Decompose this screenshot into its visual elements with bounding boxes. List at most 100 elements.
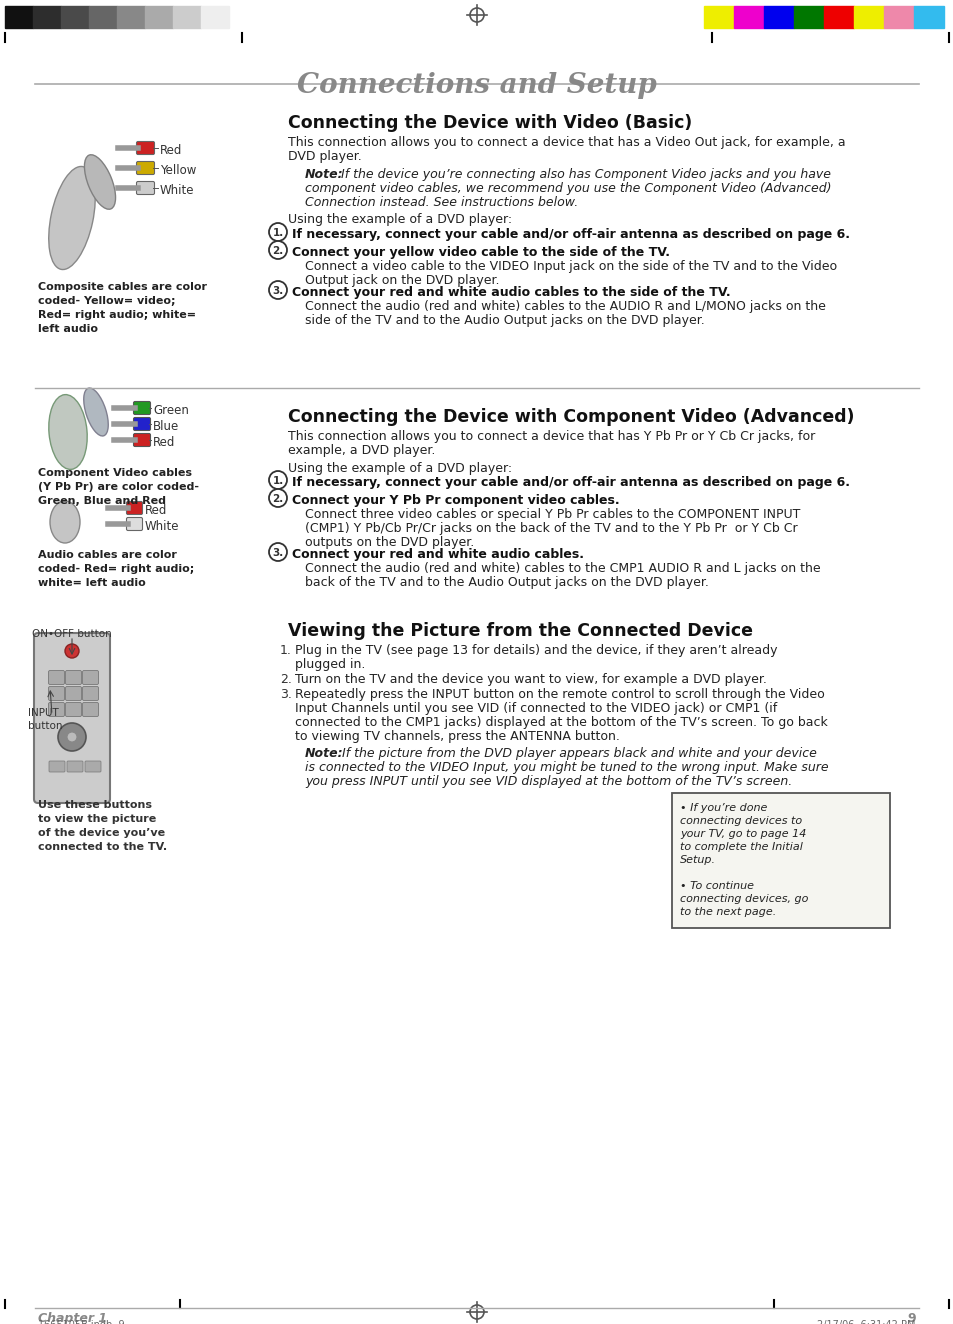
FancyBboxPatch shape <box>82 687 98 700</box>
Text: Connect the audio (red and white) cables to the AUDIO R and L/MONO jacks on the: Connect the audio (red and white) cables… <box>305 301 825 312</box>
Text: component video cables, we recommend you use the Component Video (Advanced): component video cables, we recommend you… <box>305 181 831 195</box>
Circle shape <box>67 732 77 741</box>
Ellipse shape <box>49 167 95 270</box>
FancyBboxPatch shape <box>66 670 81 685</box>
Text: to the next page.: to the next page. <box>679 907 776 918</box>
Text: If the device you’re connecting also has Component Video jacks and you have: If the device you’re connecting also has… <box>336 168 830 181</box>
Text: Red: Red <box>145 504 167 516</box>
Text: Connect your red and white audio cables.: Connect your red and white audio cables. <box>292 548 583 561</box>
Text: your TV, go to page 14: your TV, go to page 14 <box>679 829 805 839</box>
Bar <box>883 7 913 28</box>
Ellipse shape <box>85 155 115 209</box>
Bar <box>33 7 61 28</box>
Text: connected to the CMP1 jacks) displayed at the bottom of the TV’s screen. To go b: connected to the CMP1 jacks) displayed a… <box>294 716 827 730</box>
Text: White: White <box>145 520 179 534</box>
Text: Viewing the Picture from the Connected Device: Viewing the Picture from the Connected D… <box>288 622 752 639</box>
Text: Plug in the TV (see page 13 for details) and the device, if they aren’t already: Plug in the TV (see page 13 for details)… <box>294 643 777 657</box>
Text: 2.: 2. <box>273 494 283 504</box>
FancyBboxPatch shape <box>136 181 154 195</box>
Text: Red: Red <box>152 436 175 449</box>
Text: Connections and Setup: Connections and Setup <box>296 71 657 99</box>
Bar <box>89 7 117 28</box>
FancyBboxPatch shape <box>85 761 101 772</box>
Ellipse shape <box>84 388 108 436</box>
Text: Yellow: Yellow <box>160 164 196 177</box>
FancyBboxPatch shape <box>67 761 83 772</box>
Text: White: White <box>160 184 194 197</box>
Text: Audio cables are color
coded- Red= right audio;
white= left audio: Audio cables are color coded- Red= right… <box>38 549 194 588</box>
Bar <box>853 7 883 28</box>
Text: Connecting the Device with Component Video (Advanced): Connecting the Device with Component Vid… <box>288 408 854 426</box>
Text: 3.: 3. <box>273 548 283 557</box>
Text: example, a DVD player.: example, a DVD player. <box>288 444 435 457</box>
Text: Connecting the Device with Video (Basic): Connecting the Device with Video (Basic) <box>288 114 692 132</box>
Text: outputs on the DVD player.: outputs on the DVD player. <box>305 536 474 549</box>
Text: Output jack on the DVD player.: Output jack on the DVD player. <box>305 274 499 287</box>
Text: 1665105B.indb  9: 1665105B.indb 9 <box>38 1320 125 1324</box>
FancyBboxPatch shape <box>49 703 65 716</box>
FancyBboxPatch shape <box>133 417 151 430</box>
Bar <box>763 7 793 28</box>
Text: Setup.: Setup. <box>679 855 716 865</box>
Text: Repeatedly press the INPUT button on the remote control to scroll through the Vi: Repeatedly press the INPUT button on the… <box>294 688 824 700</box>
Text: Connect your yellow video cable to the side of the TV.: Connect your yellow video cable to the s… <box>292 246 669 260</box>
Text: Connect your red and white audio cables to the side of the TV.: Connect your red and white audio cables … <box>292 286 730 299</box>
Circle shape <box>269 543 287 561</box>
Text: DVD player.: DVD player. <box>288 150 361 163</box>
Text: Connection instead. See instructions below.: Connection instead. See instructions bel… <box>305 196 578 209</box>
Text: If necessary, connect your cable and/or off-air antenna as described on page 6.: If necessary, connect your cable and/or … <box>292 228 849 241</box>
Text: side of the TV and to the Audio Output jacks on the DVD player.: side of the TV and to the Audio Output j… <box>305 314 704 327</box>
Text: is connected to the VIDEO Input, you might be tuned to the wrong input. Make sur: is connected to the VIDEO Input, you mig… <box>305 761 828 775</box>
FancyBboxPatch shape <box>127 518 142 531</box>
Text: Red: Red <box>160 144 182 158</box>
Circle shape <box>269 489 287 507</box>
Circle shape <box>58 723 86 751</box>
Circle shape <box>65 643 79 658</box>
Bar <box>913 7 943 28</box>
Ellipse shape <box>50 500 80 543</box>
Bar <box>793 7 823 28</box>
FancyBboxPatch shape <box>34 633 110 802</box>
Bar <box>201 7 229 28</box>
Text: 1.: 1. <box>273 228 283 238</box>
FancyBboxPatch shape <box>49 670 65 685</box>
Text: This connection allows you to connect a device that has a Video Out jack, for ex: This connection allows you to connect a … <box>288 136 844 150</box>
Text: Note:: Note: <box>305 747 343 760</box>
Text: Chapter 1: Chapter 1 <box>38 1312 107 1324</box>
Text: 3.: 3. <box>273 286 283 297</box>
Text: you press INPUT until you see VID displayed at the bottom of the TV’s screen.: you press INPUT until you see VID displa… <box>305 775 791 788</box>
Text: Connect three video cables or special Y Pb Pr cables to the COMPONENT INPUT: Connect three video cables or special Y … <box>305 508 800 522</box>
FancyBboxPatch shape <box>49 687 65 700</box>
Text: • If you’re done: • If you’re done <box>679 802 766 813</box>
Text: plugged in.: plugged in. <box>294 658 365 671</box>
FancyBboxPatch shape <box>133 401 151 414</box>
Bar <box>823 7 853 28</box>
Circle shape <box>269 281 287 299</box>
FancyBboxPatch shape <box>82 670 98 685</box>
Circle shape <box>269 222 287 241</box>
FancyBboxPatch shape <box>82 703 98 716</box>
FancyBboxPatch shape <box>66 687 81 700</box>
Bar <box>61 7 89 28</box>
Text: back of the TV and to the Audio Output jacks on the DVD player.: back of the TV and to the Audio Output j… <box>305 576 708 589</box>
Text: 2/17/06  6:31:42 PM: 2/17/06 6:31:42 PM <box>817 1320 915 1324</box>
Text: 1.: 1. <box>280 643 292 657</box>
Text: ON•OFF button: ON•OFF button <box>32 629 112 639</box>
Text: 9: 9 <box>906 1312 915 1324</box>
FancyBboxPatch shape <box>133 433 151 446</box>
Text: 1.: 1. <box>273 477 283 486</box>
Text: 3.: 3. <box>280 688 292 700</box>
Text: Blue: Blue <box>152 420 179 433</box>
FancyBboxPatch shape <box>127 502 142 515</box>
Text: connecting devices, go: connecting devices, go <box>679 894 807 904</box>
Bar <box>703 7 733 28</box>
Bar <box>145 7 172 28</box>
Text: (CMP1) Y Pb/Cb Pr/Cr jacks on the back of the TV and to the Y Pb Pr  or Y Cb Cr: (CMP1) Y Pb/Cb Pr/Cr jacks on the back o… <box>305 522 797 535</box>
Text: If necessary, connect your cable and/or off-air antenna as described on page 6.: If necessary, connect your cable and/or … <box>292 477 849 489</box>
Text: Composite cables are color
coded- Yellow= video;
Red= right audio; white=
left a: Composite cables are color coded- Yellow… <box>38 282 207 334</box>
FancyBboxPatch shape <box>49 761 65 772</box>
Text: connecting devices to: connecting devices to <box>679 816 801 826</box>
Text: Component Video cables
(Y Pb Pr) are color coded-
Green, Blue and Red: Component Video cables (Y Pb Pr) are col… <box>38 467 199 506</box>
Bar <box>117 7 145 28</box>
Ellipse shape <box>49 395 87 470</box>
